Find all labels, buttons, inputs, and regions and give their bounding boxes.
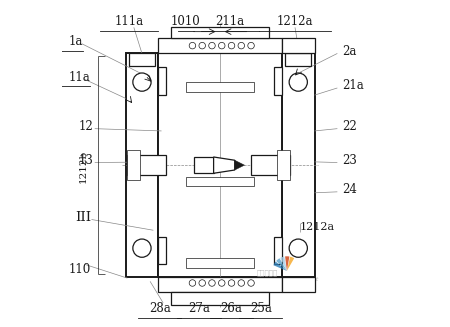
Bar xyxy=(171,292,269,305)
Circle shape xyxy=(238,280,244,286)
Bar xyxy=(127,155,166,175)
Text: 27a: 27a xyxy=(188,302,210,315)
Wedge shape xyxy=(276,258,287,271)
Text: 22: 22 xyxy=(342,120,357,132)
Text: 21a: 21a xyxy=(342,79,364,92)
Bar xyxy=(285,53,311,66)
Bar xyxy=(253,56,280,274)
Wedge shape xyxy=(285,256,289,271)
Circle shape xyxy=(289,73,307,91)
Circle shape xyxy=(219,280,225,286)
Circle shape xyxy=(209,43,215,49)
Circle shape xyxy=(219,43,225,49)
Text: 23: 23 xyxy=(342,154,357,167)
Text: 1010: 1010 xyxy=(171,15,201,28)
Text: 111a: 111a xyxy=(114,15,144,28)
Bar xyxy=(284,61,313,118)
Bar xyxy=(282,53,315,278)
Bar xyxy=(282,38,315,53)
Polygon shape xyxy=(235,160,244,170)
Bar xyxy=(194,157,214,173)
Bar xyxy=(158,38,282,53)
Circle shape xyxy=(133,239,151,257)
Bar xyxy=(160,56,188,274)
Text: 微波商城网: 微波商城网 xyxy=(256,269,278,276)
Text: 2a: 2a xyxy=(342,45,356,58)
Bar xyxy=(277,150,290,180)
Circle shape xyxy=(199,43,206,49)
Bar xyxy=(126,53,158,278)
Bar xyxy=(127,61,157,118)
Bar xyxy=(127,150,140,180)
Bar xyxy=(282,278,315,292)
Text: 25a: 25a xyxy=(250,302,272,315)
Bar xyxy=(274,237,282,265)
Polygon shape xyxy=(214,157,235,173)
Text: 24: 24 xyxy=(342,183,357,196)
Bar xyxy=(171,27,269,38)
Circle shape xyxy=(209,280,215,286)
Circle shape xyxy=(189,280,196,286)
Circle shape xyxy=(228,43,235,49)
Text: 13: 13 xyxy=(78,154,93,167)
Bar xyxy=(127,217,157,274)
Bar xyxy=(284,217,313,274)
Circle shape xyxy=(189,43,196,49)
Circle shape xyxy=(228,280,235,286)
Circle shape xyxy=(133,73,151,91)
Circle shape xyxy=(238,43,244,49)
Circle shape xyxy=(248,280,254,286)
Circle shape xyxy=(199,280,206,286)
Wedge shape xyxy=(287,257,294,271)
Text: 1a: 1a xyxy=(69,35,83,48)
Text: 1212b: 1212b xyxy=(79,150,88,183)
Bar xyxy=(186,258,254,268)
Circle shape xyxy=(289,239,307,257)
Text: III: III xyxy=(75,211,91,224)
Bar xyxy=(158,278,282,292)
Text: 26a: 26a xyxy=(220,302,243,315)
Text: 12: 12 xyxy=(78,120,93,132)
Bar xyxy=(158,53,282,278)
Text: 1212a: 1212a xyxy=(300,222,335,232)
Bar xyxy=(186,177,254,186)
Text: 28a: 28a xyxy=(149,302,171,315)
Wedge shape xyxy=(274,262,287,271)
Text: 211a: 211a xyxy=(215,15,244,28)
Bar xyxy=(251,155,290,175)
Bar xyxy=(158,67,166,95)
Circle shape xyxy=(248,43,254,49)
Text: 110: 110 xyxy=(69,263,91,276)
Bar xyxy=(274,67,282,95)
Bar xyxy=(129,53,155,66)
Bar xyxy=(186,82,254,92)
Wedge shape xyxy=(280,256,287,271)
Text: 11a: 11a xyxy=(69,71,90,84)
Text: www.mwrf.net: www.mwrf.net xyxy=(274,277,320,282)
Bar xyxy=(158,237,166,265)
Text: 1212a: 1212a xyxy=(277,15,313,28)
